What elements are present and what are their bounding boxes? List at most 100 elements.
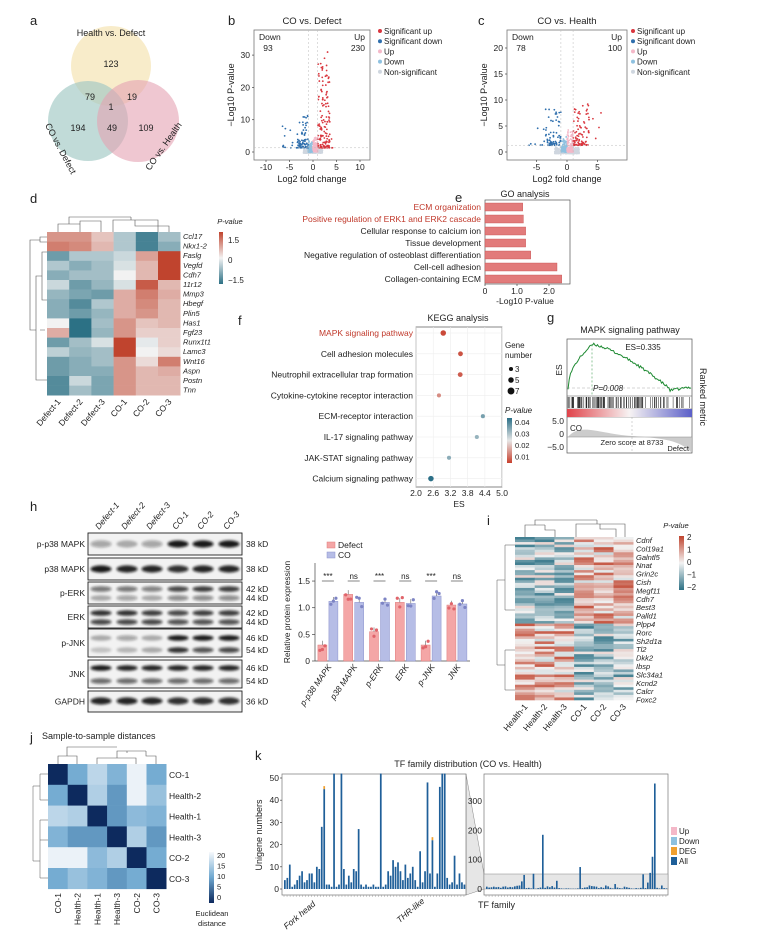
plot-title: GO analysis <box>500 189 550 199</box>
protein-band <box>167 540 189 548</box>
legend-dot <box>378 49 382 54</box>
size-label: 46 kD <box>246 663 268 673</box>
y-tick-label: 30 <box>270 817 280 827</box>
point-non-significant <box>573 147 576 150</box>
pathway-label: Cell adhesion molecules <box>321 349 413 359</box>
point-significant-up <box>325 132 328 135</box>
heatmap-cell <box>515 677 535 680</box>
legend-dot <box>507 387 515 395</box>
column-label: Health-3 <box>112 893 122 925</box>
protein-label: p38 MAPK <box>44 564 85 574</box>
heatmap-cell <box>515 646 535 650</box>
point-significant-up <box>319 110 322 113</box>
heatmap-cell <box>593 656 614 660</box>
legend-dot <box>508 366 514 372</box>
legend-dot <box>378 69 382 74</box>
heatmap-cell <box>515 692 535 696</box>
heatmap-cell <box>574 587 595 591</box>
legend-label: 5 <box>515 376 520 385</box>
tf-bar <box>446 877 449 889</box>
point-down <box>565 136 568 138</box>
tf-bar <box>586 887 588 889</box>
point-significant-down <box>303 134 306 137</box>
point-significant-up <box>587 104 590 107</box>
heatmap-cell <box>574 661 595 665</box>
protein-band <box>90 635 112 641</box>
y-tick-label: 40 <box>270 795 280 805</box>
point-significant-down <box>306 115 309 118</box>
point-up <box>567 140 569 143</box>
point-significant-up <box>587 130 590 132</box>
heatmap-cell <box>613 621 634 624</box>
heatmap-cell <box>534 687 555 691</box>
tf-bar <box>431 840 434 889</box>
y-axis-label: ES <box>554 364 564 376</box>
heatmap-cell <box>554 687 575 691</box>
heatmap-cell <box>613 608 634 612</box>
plot-frame <box>415 326 503 488</box>
row-label: CO-2 <box>169 853 190 863</box>
point-significant-down <box>550 142 553 145</box>
protein-band <box>218 678 240 684</box>
point-significant-down <box>557 124 560 127</box>
heatmap-cell <box>47 280 70 290</box>
tf-bar <box>654 783 656 889</box>
x-tick-label: 0 <box>311 162 316 172</box>
heatmap-cell <box>574 544 595 548</box>
point-significant-up <box>583 122 586 124</box>
gene-label: Slc34a1 <box>636 670 663 679</box>
heatmap-cell <box>554 656 575 660</box>
heatmap-cell <box>69 347 92 358</box>
heatmap-cell <box>613 677 634 680</box>
tf-bar <box>308 873 311 889</box>
heatmap-cell <box>554 628 575 632</box>
gene-label: Sh2d1a <box>636 637 662 646</box>
heatmap-cell <box>613 593 634 596</box>
heatmap-cell <box>574 575 595 579</box>
heatmap-cell <box>574 552 595 556</box>
heatmap-cell <box>515 674 535 678</box>
plot-frame <box>253 29 371 161</box>
gene-label: Foxc2 <box>636 696 657 705</box>
heatmap-cell <box>574 610 595 614</box>
tf-bar <box>595 886 598 889</box>
heatmap-cell <box>574 641 595 645</box>
plot-title: Sample-to-sample distances <box>42 731 156 741</box>
heatmap-cell <box>113 347 137 358</box>
heatmap-cell <box>613 687 634 691</box>
legend-dot <box>508 377 514 383</box>
heatmap-cell <box>554 618 575 622</box>
tf-bar <box>486 886 488 889</box>
heatmap-cell <box>554 694 575 698</box>
heatmap-cell <box>158 251 181 262</box>
column-dendrogram <box>524 519 626 537</box>
heatmap-cell <box>515 542 535 545</box>
heatmap-cell <box>91 241 114 252</box>
point-significant-up <box>327 77 330 80</box>
point-up <box>315 144 318 147</box>
heatmap-cell <box>593 570 614 573</box>
heatmap-cell <box>534 621 555 624</box>
point-significant-down <box>299 142 302 145</box>
point-significant-up <box>581 134 584 136</box>
point-up <box>567 135 570 138</box>
gene-label: Kcnd2 <box>636 679 658 688</box>
distance-cell <box>87 868 108 890</box>
tf-bar <box>549 887 551 889</box>
heatmap-cell <box>534 626 555 629</box>
data-point <box>318 648 322 652</box>
heatmap-cell <box>135 385 159 396</box>
point-significant-up <box>321 76 324 79</box>
data-point <box>372 634 376 638</box>
heatmap-cell <box>515 608 535 612</box>
tf-bar <box>352 869 355 889</box>
data-point <box>452 607 456 611</box>
heatmap-cell <box>534 618 555 622</box>
protein-band <box>141 540 163 548</box>
gene-label: Cdh7 <box>183 270 202 279</box>
significance-label: ns <box>349 572 357 581</box>
heatmap-cell <box>47 241 70 252</box>
heatmap-cell <box>613 669 634 673</box>
data-point <box>458 602 462 606</box>
heatmap-cell <box>613 552 634 556</box>
